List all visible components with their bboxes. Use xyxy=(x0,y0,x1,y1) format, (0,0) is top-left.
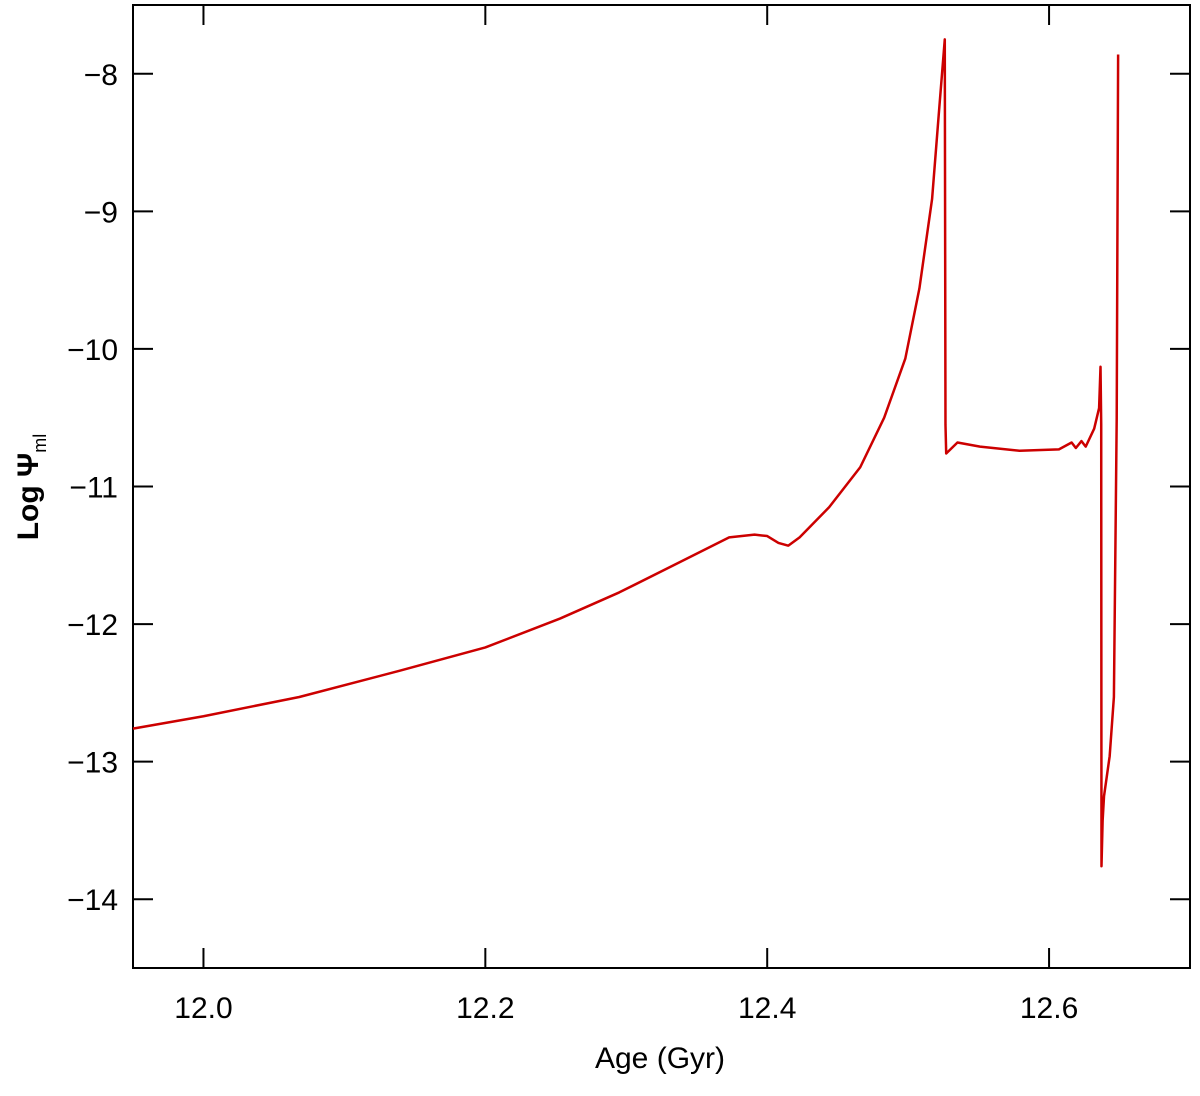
data-line xyxy=(132,38,1120,868)
y-tick-label: −14 xyxy=(67,884,118,917)
y-tick-label: −10 xyxy=(67,334,118,367)
y-tick-label: −11 xyxy=(69,472,118,505)
y-axis-label-subscript: ml xyxy=(30,434,50,453)
x-tick-label: 12.6 xyxy=(1020,992,1078,1025)
y-tick-label: −13 xyxy=(67,747,118,780)
y-tick-label: −8 xyxy=(84,59,118,92)
x-tick-label: 12.0 xyxy=(174,992,232,1025)
y-tick-label: −12 xyxy=(67,609,118,642)
x-tick-label: 12.2 xyxy=(456,992,514,1025)
x-axis-label: Age (Gyr) xyxy=(595,1042,725,1075)
y-tick-label: −9 xyxy=(84,196,118,229)
y-axis-label-main: Log Ψ xyxy=(12,453,45,541)
x-tick-label: 12.4 xyxy=(738,992,796,1025)
y-axis-label: Log Ψml xyxy=(12,434,50,541)
plot-frame xyxy=(132,4,1191,969)
